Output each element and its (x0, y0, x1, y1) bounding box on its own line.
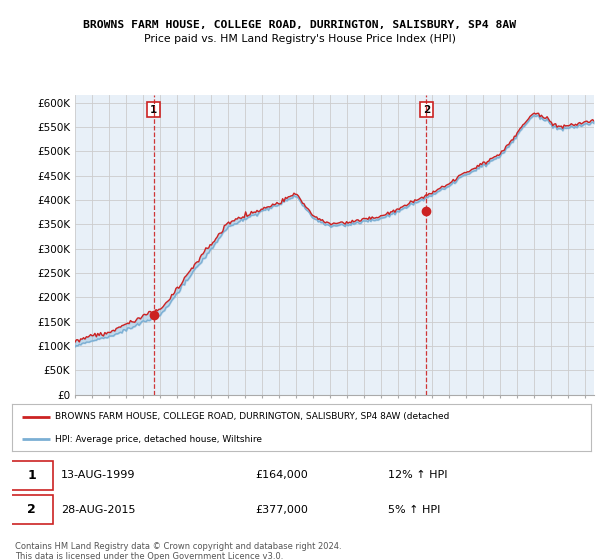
Text: BROWNS FARM HOUSE, COLLEGE ROAD, DURRINGTON, SALISBURY, SP4 8AW (detached: BROWNS FARM HOUSE, COLLEGE ROAD, DURRING… (55, 412, 450, 421)
Text: 12% ↑ HPI: 12% ↑ HPI (388, 470, 448, 480)
Text: Price paid vs. HM Land Registry's House Price Index (HPI): Price paid vs. HM Land Registry's House … (144, 34, 456, 44)
Text: 28-AUG-2015: 28-AUG-2015 (61, 505, 136, 515)
Text: 1: 1 (28, 469, 36, 482)
Text: 2: 2 (423, 105, 430, 115)
Text: £377,000: £377,000 (255, 505, 308, 515)
Text: 13-AUG-1999: 13-AUG-1999 (61, 470, 136, 480)
Text: 5% ↑ HPI: 5% ↑ HPI (388, 505, 441, 515)
Text: BROWNS FARM HOUSE, COLLEGE ROAD, DURRINGTON, SALISBURY, SP4 8AW: BROWNS FARM HOUSE, COLLEGE ROAD, DURRING… (83, 20, 517, 30)
FancyBboxPatch shape (11, 496, 53, 524)
Text: 1: 1 (150, 105, 157, 115)
Text: £164,000: £164,000 (255, 470, 308, 480)
Text: Contains HM Land Registry data © Crown copyright and database right 2024.
This d: Contains HM Land Registry data © Crown c… (15, 542, 341, 560)
Text: 2: 2 (28, 503, 36, 516)
Text: HPI: Average price, detached house, Wiltshire: HPI: Average price, detached house, Wilt… (55, 435, 262, 444)
FancyBboxPatch shape (11, 461, 53, 489)
